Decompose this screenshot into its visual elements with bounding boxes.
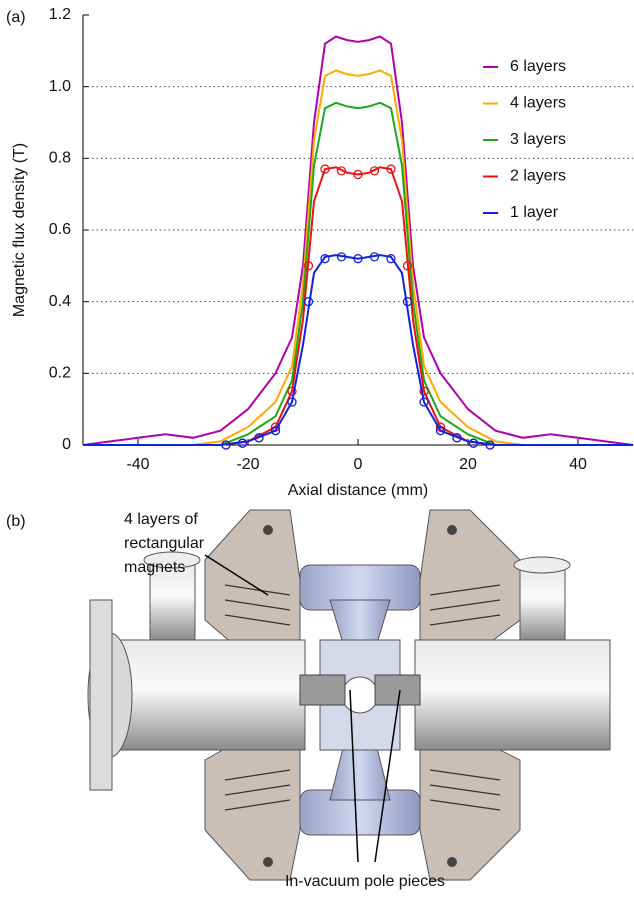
x-tick-label: 20	[459, 456, 477, 473]
legend-label: 3 layers	[510, 131, 566, 148]
measured-point	[452, 433, 462, 443]
series-line	[82, 35, 634, 446]
measured-point	[353, 254, 363, 264]
x-tick-label: 40	[569, 456, 587, 473]
series-line	[83, 254, 633, 446]
y-tick-label: 1.2	[49, 6, 71, 23]
measured-point	[303, 297, 314, 307]
y-tick-label: 0	[62, 436, 71, 453]
measured-point	[386, 254, 396, 264]
panel-label: (a)	[6, 9, 26, 26]
annotation: magnets	[124, 559, 185, 576]
legend-label: 1 layer	[510, 204, 559, 221]
measured-point	[369, 166, 380, 176]
measured-point	[320, 254, 330, 264]
y-tick-label: 0.4	[49, 293, 71, 310]
x-tick-label: -20	[236, 456, 259, 473]
measured-point	[287, 386, 297, 396]
measured-point	[254, 433, 264, 443]
measured-point	[320, 164, 330, 174]
measured-point	[468, 438, 479, 448]
measured-point	[435, 426, 446, 436]
measured-point	[353, 169, 363, 180]
x-tick-label: -40	[126, 456, 149, 473]
series-line	[83, 69, 633, 446]
y-tick-label: 0.8	[49, 150, 71, 167]
measured-point	[402, 261, 413, 271]
measured-point	[419, 397, 429, 407]
apparatus-render	[87, 509, 611, 881]
legend-label: 6 layers	[510, 58, 566, 75]
panel-label: (b)	[6, 513, 26, 530]
x-tick-label: 0	[354, 456, 363, 473]
measured-point	[303, 261, 314, 271]
measured-point	[419, 386, 429, 396]
y-tick-label: 1.0	[49, 78, 71, 95]
y-tick-label: 0.2	[49, 365, 71, 382]
x-axis-label: Axial distance (mm)	[288, 482, 428, 499]
annotation: In-vacuum pole pieces	[285, 873, 445, 890]
y-axis-label: Magnetic flux density (T)	[11, 143, 28, 317]
y-tick-label: 0.6	[49, 221, 71, 238]
measured-point	[485, 440, 495, 450]
measured-point	[287, 397, 297, 407]
measured-point	[237, 438, 248, 448]
measured-point	[336, 166, 347, 176]
annotation: 4 layers of	[124, 511, 198, 528]
measured-point	[369, 252, 380, 262]
measured-point	[336, 252, 347, 262]
annotation: rectangular	[124, 535, 205, 552]
measured-point	[386, 164, 396, 174]
measured-point	[221, 440, 231, 450]
measured-point	[402, 297, 413, 307]
legend-label: 4 layers	[510, 95, 566, 112]
legend-label: 2 layers	[510, 168, 566, 185]
series-line	[83, 101, 633, 446]
measured-point	[270, 426, 281, 436]
